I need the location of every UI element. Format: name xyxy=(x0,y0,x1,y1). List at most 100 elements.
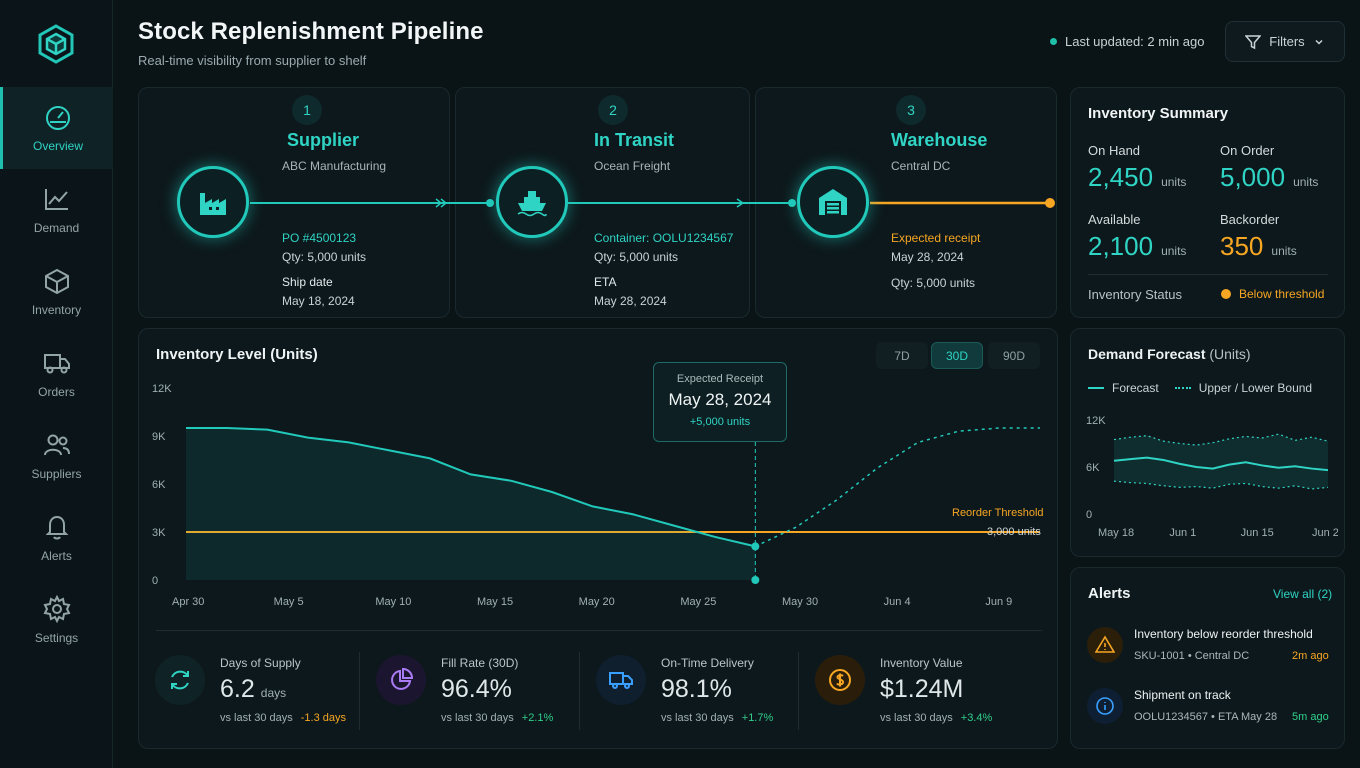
x-tick-label: May 25 xyxy=(680,596,716,608)
stage-subtitle: ABC Manufacturing xyxy=(282,159,387,173)
range-30d-button[interactable]: 30D xyxy=(931,342,983,369)
container-number: Container: OOLU1234567 xyxy=(594,231,734,245)
sidebar-item-inventory[interactable]: Inventory xyxy=(0,251,113,333)
threshold-label: Reorder Threshold xyxy=(952,507,1044,519)
receipt-point xyxy=(751,542,760,551)
receipt-axis-point xyxy=(751,576,760,584)
y-tick-label: 3K xyxy=(152,527,166,539)
alert-time: 5m ago xyxy=(1292,711,1329,723)
y-tick-label: 9K xyxy=(152,431,166,443)
inventory-area xyxy=(186,428,756,580)
inventory-status-label: Inventory Status xyxy=(1088,287,1182,302)
on-order-label: On Order xyxy=(1220,143,1275,158)
pie-icon xyxy=(376,655,426,705)
backorder-value: 350 units xyxy=(1220,231,1297,261)
range-90d-button[interactable]: 90D xyxy=(988,342,1040,369)
on-order-value: 5,000 units xyxy=(1220,162,1319,192)
kpi-label: Inventory Value xyxy=(880,656,963,670)
kpi-value: 6.2 days xyxy=(220,675,287,703)
range-7d-button[interactable]: 7D xyxy=(876,342,928,369)
inventory-line-chart: 12K 9K 6K 3K 0 Apr 30 May 5 May 10 May 15 May 20 M… xyxy=(152,383,1040,608)
sidebar-item-suppliers[interactable]: Suppliers xyxy=(0,415,113,497)
inventory-status-badge: Below threshold xyxy=(1221,287,1324,301)
stage-subtitle: Ocean Freight xyxy=(594,159,671,173)
chevron-down-icon xyxy=(1315,39,1323,45)
y-tick-label: 12K xyxy=(152,383,172,395)
on-hand-value: 2,450 units xyxy=(1088,162,1187,192)
truck-icon xyxy=(596,655,646,705)
divider xyxy=(798,652,799,730)
last-updated: Last updated: 2 min ago xyxy=(1050,34,1205,49)
alert-meta: SKU-1001 • Central DC xyxy=(1134,650,1250,662)
filter-icon xyxy=(1245,34,1262,49)
stage-title: Warehouse xyxy=(891,130,988,150)
filters-label: Filters xyxy=(1269,34,1305,49)
app-logo[interactable] xyxy=(36,24,76,64)
sidebar: Overview Demand Inventory Orders Supplie… xyxy=(0,0,113,768)
status-text: Below threshold xyxy=(1239,287,1325,301)
trend-chart-icon xyxy=(44,189,68,210)
sidebar-item-label: Orders xyxy=(38,385,75,399)
expected-receipt-callout: Expected Receipt May 28, 2024 +5,000 uni… xyxy=(653,362,787,442)
on-hand-label: On Hand xyxy=(1088,143,1141,158)
summary-title: Inventory Summary xyxy=(1088,105,1229,122)
ship-date-label: Ship date xyxy=(282,275,333,289)
y-tick-label: 12K xyxy=(1086,415,1106,427)
ship-icon xyxy=(496,166,568,238)
gauge-icon xyxy=(46,106,70,130)
stage-title: In Transit xyxy=(594,130,675,150)
chart-title: Inventory Level (Units) xyxy=(156,346,318,363)
live-status-dot xyxy=(1050,38,1057,45)
kpi-comparison: vs last 30 days -1.3 days xyxy=(220,712,347,724)
ship-date: May 18, 2024 xyxy=(282,294,355,308)
sidebar-item-orders[interactable]: Orders xyxy=(0,333,113,415)
y-tick-label: 0 xyxy=(1086,509,1092,521)
page-title: Stock Replenishment Pipeline xyxy=(138,18,484,45)
eta-date: May 28, 2024 xyxy=(594,294,667,308)
factory-icon xyxy=(177,166,249,238)
forecast-legend: Forecast Upper / Lower Bound xyxy=(1088,381,1312,395)
users-icon xyxy=(43,434,70,456)
gear-icon xyxy=(43,595,70,623)
callout-date: May 28, 2024 xyxy=(668,390,772,409)
legend-swatch-forecast xyxy=(1088,387,1104,389)
forecast-title: Demand Forecast (Units) xyxy=(1088,346,1251,362)
sidebar-item-settings[interactable]: Settings xyxy=(0,579,113,661)
stage-details: PO #4500123 Qty: 5,000 units Ship date M… xyxy=(282,229,366,311)
y-tick-label: 0 xyxy=(152,575,158,587)
inventory-actual-line xyxy=(186,427,756,548)
lower-bound-line xyxy=(1113,480,1329,490)
sidebar-item-demand[interactable]: Demand xyxy=(0,169,113,251)
sidebar-item-label: Inventory xyxy=(31,303,82,317)
divider xyxy=(359,652,360,730)
stage-details: Expected receipt May 28, 2024 Qty: 5,000… xyxy=(891,229,980,293)
legend-forecast: Forecast xyxy=(1112,381,1159,395)
kpi-value: $1.24M xyxy=(880,675,964,703)
x-tick-label: May 5 xyxy=(274,596,304,608)
inventory-summary-card xyxy=(1070,87,1345,318)
expected-receipt-label: Expected receipt xyxy=(891,231,981,245)
x-tick-label: May 10 xyxy=(375,596,411,608)
callout-delta: +5,000 units xyxy=(689,416,751,428)
available-label: Available xyxy=(1088,212,1141,227)
status-dot xyxy=(1221,289,1231,299)
view-all-alerts-link[interactable]: View all (2) xyxy=(1273,587,1333,601)
alert-title: Inventory below reorder threshold xyxy=(1134,627,1313,641)
x-tick-label: Apr 30 xyxy=(172,596,204,608)
kpi-comparison: vs last 30 days +3.4% xyxy=(880,712,993,724)
divider xyxy=(579,652,580,730)
demand-forecast-chart: 12K 6K 0 May 18 Jun 1 Jun 15 Jun 29 xyxy=(1086,415,1338,539)
stage-number: 3 xyxy=(896,95,926,125)
filters-button[interactable]: Filters xyxy=(1225,21,1345,62)
truck-icon xyxy=(43,354,70,374)
sidebar-item-alerts[interactable]: Alerts xyxy=(0,497,113,579)
x-tick-label: May 20 xyxy=(579,596,615,608)
alert-time: 2m ago xyxy=(1292,650,1329,662)
x-tick-label: May 18 xyxy=(1098,527,1134,539)
callout-title: Expected Receipt xyxy=(676,373,764,385)
page-subtitle: Real-time visibility from supplier to sh… xyxy=(138,53,367,68)
info-icon xyxy=(1087,688,1123,724)
sidebar-item-overview[interactable]: Overview xyxy=(0,87,113,169)
kpi-comparison: vs last 30 days +1.7% xyxy=(661,712,774,724)
sidebar-item-label: Overview xyxy=(32,139,83,153)
